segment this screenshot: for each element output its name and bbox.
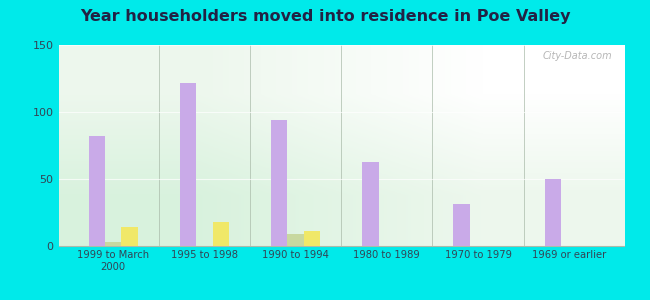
Text: Year householders moved into residence in Poe Valley: Year householders moved into residence i… <box>80 9 570 24</box>
Bar <box>454 205 470 246</box>
Bar <box>271 120 287 246</box>
Bar <box>88 136 105 246</box>
Bar <box>105 242 122 246</box>
Bar <box>287 234 304 246</box>
Bar <box>304 231 320 246</box>
Bar <box>180 82 196 246</box>
Bar <box>122 227 138 246</box>
Text: City-Data.com: City-Data.com <box>543 51 613 61</box>
Bar <box>362 162 379 246</box>
Bar <box>213 222 229 246</box>
Bar <box>545 179 561 246</box>
